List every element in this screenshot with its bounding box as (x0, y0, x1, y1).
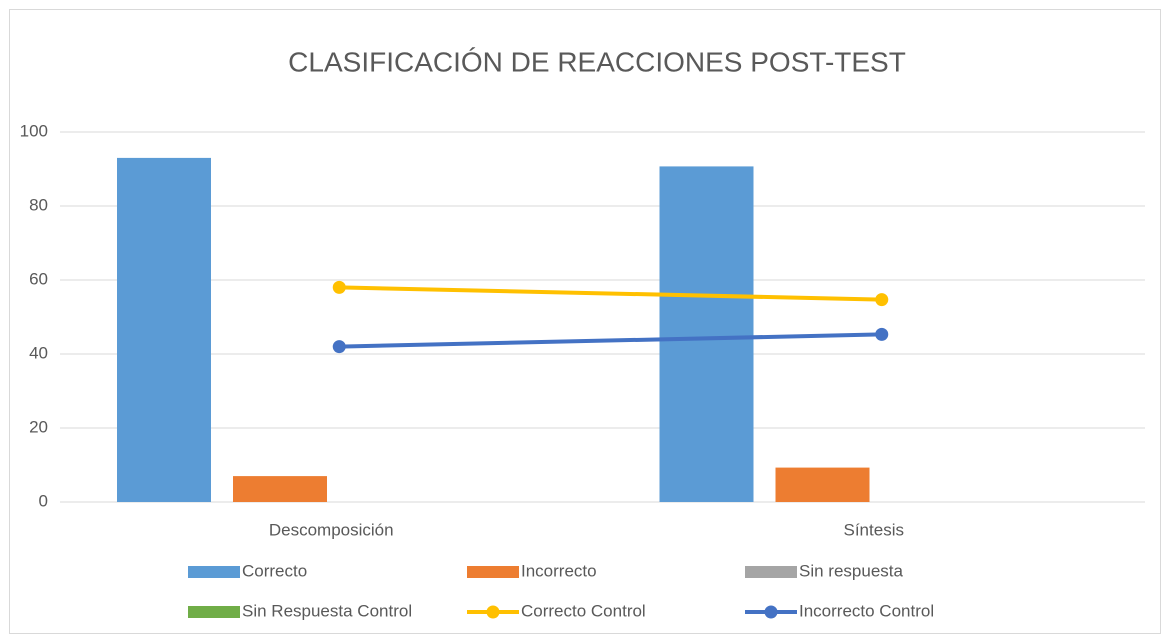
point (332, 280, 346, 294)
bar (233, 476, 327, 502)
line (339, 332, 882, 349)
y-tick-label: 60 (29, 269, 48, 288)
legend-swatch (188, 566, 240, 578)
legend-label: Sin respuesta (799, 561, 903, 580)
legend-label: Incorrecto Control (799, 601, 934, 620)
x-tick-label: Descomposición (269, 520, 394, 539)
legend-label: Correcto (242, 561, 307, 580)
point (875, 293, 889, 307)
legend-label: Sin Respuesta Control (242, 601, 412, 620)
legend-swatch (188, 606, 240, 618)
y-tick-label: 100 (20, 121, 48, 140)
legend-label: Incorrecto (521, 561, 597, 580)
y-tick-label: 0 (39, 491, 48, 510)
legend-swatch (764, 605, 778, 619)
y-tick-label: 80 (29, 195, 48, 214)
x-tick-label: Síntesis (844, 520, 904, 539)
point (875, 327, 889, 341)
legend-swatch (467, 566, 519, 578)
point (332, 340, 346, 354)
legend-label: Correcto Control (521, 601, 646, 620)
legend-swatch (745, 566, 797, 578)
chart-title: CLASIFICACIÓN DE REACCIONES POST-TEST (288, 46, 906, 77)
y-tick-label: 20 (29, 417, 48, 436)
bar (117, 157, 211, 502)
y-tick-label: 40 (29, 343, 48, 362)
legend-swatch (486, 605, 500, 619)
bar (659, 166, 754, 502)
line (339, 285, 882, 302)
bar (775, 467, 870, 502)
